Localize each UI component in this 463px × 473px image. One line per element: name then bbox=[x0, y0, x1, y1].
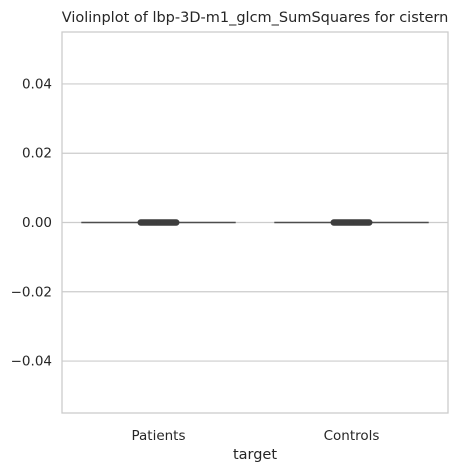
y-tick-label: 0.02 bbox=[22, 146, 52, 162]
x-tick-label: Patients bbox=[131, 428, 185, 444]
x-axis-label: target bbox=[233, 447, 277, 463]
y-tick-label: −0.04 bbox=[11, 354, 52, 370]
y-tick-label: 0.00 bbox=[22, 215, 52, 231]
y-tick-label: −0.02 bbox=[11, 284, 52, 300]
x-tick-labels: Patients Controls bbox=[131, 428, 379, 444]
plot-frame bbox=[61, 31, 449, 414]
x-tick-label: Controls bbox=[324, 428, 380, 444]
median-point-controls bbox=[349, 220, 354, 225]
median-point-patients bbox=[156, 220, 161, 225]
violin-marks bbox=[81, 219, 429, 226]
y-tick-labels: 0.04 0.02 0.00 −0.02 −0.04 bbox=[11, 76, 52, 369]
chart-title: Violinplot of lbp-3D-m1_glcm_SumSquares … bbox=[62, 10, 449, 26]
y-tick-label: 0.04 bbox=[22, 76, 52, 92]
